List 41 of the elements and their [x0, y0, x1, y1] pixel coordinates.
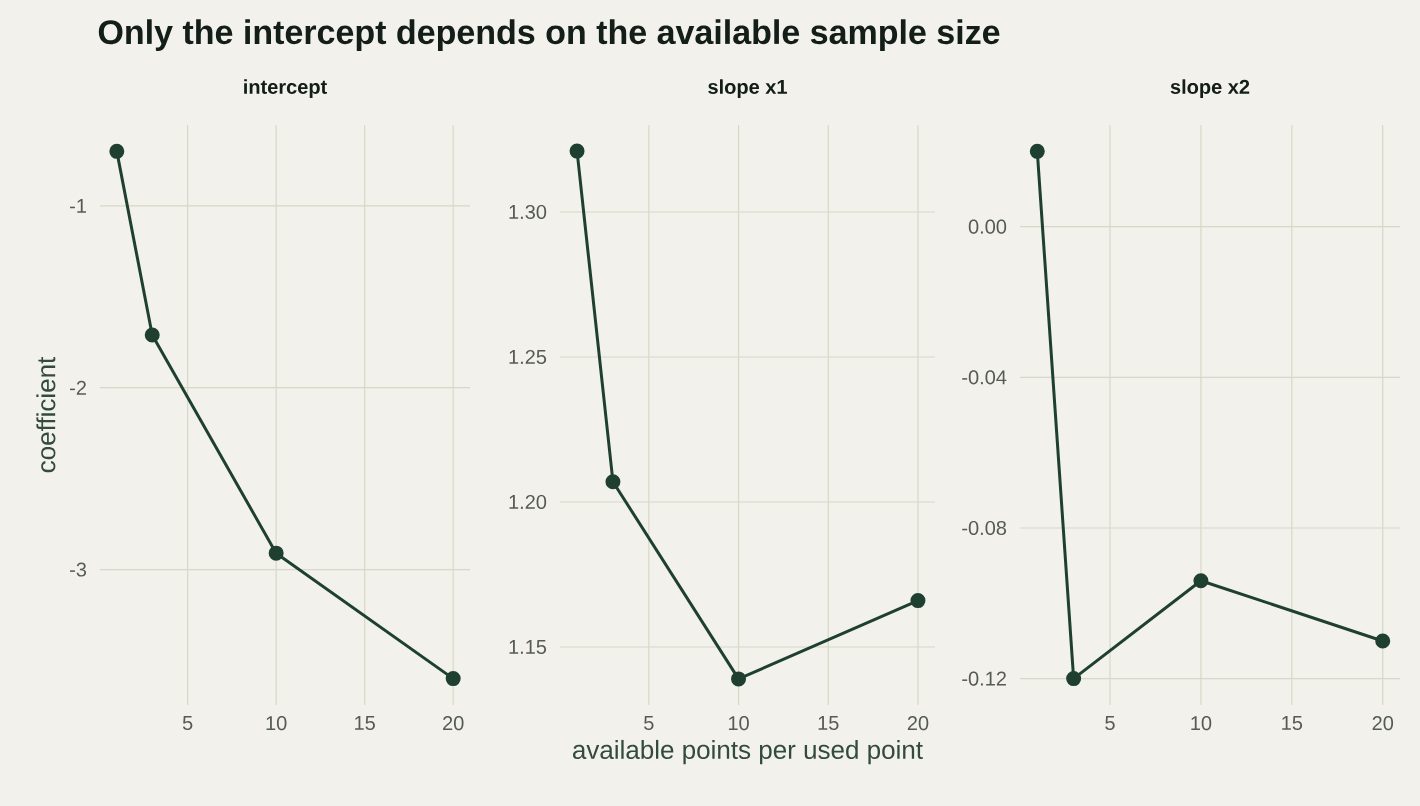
x-tick-label: 20 [443, 716, 464, 731]
y-tick-label: -0.08 [962, 520, 1007, 536]
x-tick-label: 15 [1282, 716, 1303, 730]
y-tick-label: -3 [70, 562, 87, 577]
point [1375, 633, 1391, 649]
y-tick-label: 1.20 [509, 494, 547, 510]
y-tick-label: 1.15 [509, 640, 547, 654]
point [445, 671, 461, 687]
x-tick-label: 20 [907, 716, 929, 731]
y-tick-label: -0.04 [962, 370, 1007, 385]
chart-title: slope x1 [708, 79, 787, 98]
x-tick-label: 20 [1372, 716, 1394, 731]
y-axis-title: coefficient [36, 356, 56, 473]
x-tick-label: 5 [644, 716, 654, 730]
point [144, 327, 160, 343]
chart-title: slope x2 [1170, 79, 1250, 98]
x-axis-title: available points per used point [572, 739, 923, 765]
x-tick-label: 5 [1105, 716, 1115, 730]
point [1029, 143, 1045, 159]
y-tick-label: -2 [70, 380, 86, 395]
y-tick-label: -1 [70, 199, 86, 213]
y-tick-label: -0.12 [962, 671, 1006, 686]
chart-title: intercept [244, 79, 327, 98]
x-tick-label: 10 [1191, 716, 1212, 731]
x-tick-label: 15 [818, 716, 839, 730]
point [731, 671, 747, 687]
point [569, 143, 585, 159]
point [605, 474, 621, 490]
point [268, 545, 284, 561]
y-tick-label: 1.25 [509, 349, 547, 365]
x-tick-label: 10 [728, 716, 749, 731]
x-tick-label: 10 [266, 716, 287, 731]
point [910, 593, 926, 609]
y-tick-label: 1.30 [509, 204, 547, 220]
y-tick-label: 0.00 [968, 219, 1007, 234]
text: Only the intercept depends on the available sample size [98, 19, 1000, 51]
point [1193, 573, 1209, 589]
x-tick-label: 5 [182, 716, 193, 730]
x-tick-label: 15 [355, 716, 375, 730]
point [1066, 671, 1082, 687]
point [109, 143, 125, 159]
